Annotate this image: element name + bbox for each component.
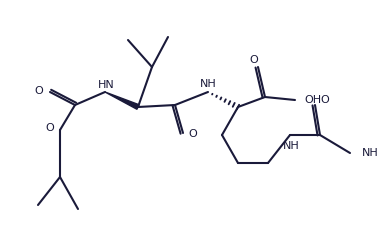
Text: O: O: [249, 55, 259, 65]
Text: O: O: [45, 122, 54, 132]
Text: NH: NH: [200, 79, 216, 89]
Text: O: O: [188, 128, 197, 138]
Text: O: O: [34, 86, 43, 96]
Text: HN: HN: [98, 80, 115, 90]
Text: NH₂: NH₂: [362, 147, 378, 157]
Polygon shape: [105, 93, 139, 110]
Text: NH: NH: [283, 140, 299, 150]
Text: OH: OH: [304, 94, 321, 105]
Text: O: O: [320, 94, 329, 105]
